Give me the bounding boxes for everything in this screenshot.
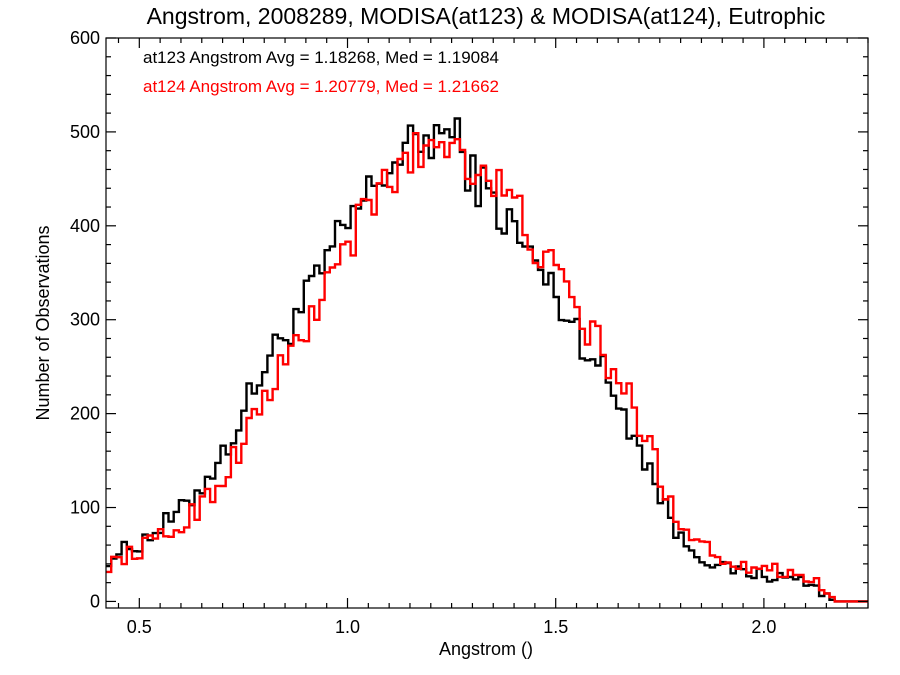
x-tick-label: 1.5 xyxy=(543,617,568,637)
x-tick-label: 2.0 xyxy=(751,617,776,637)
legend: at123 Angstrom Avg = 1.18268, Med = 1.19… xyxy=(143,48,499,96)
x-axis: 0.5 1.0 1.5 2.0 xyxy=(117,38,869,637)
x-tick-label: 1.0 xyxy=(335,617,360,637)
series-at123-histogram xyxy=(106,117,868,603)
y-tick-label: 200 xyxy=(70,404,100,424)
plot-frame xyxy=(105,37,869,609)
y-axis-label: Number of Observations xyxy=(33,225,53,420)
y-tick-label: 500 xyxy=(70,122,100,142)
y-axis: 0 100 200 300 400 500 600 xyxy=(70,28,868,611)
x-tick-label: 0.5 xyxy=(127,617,152,637)
chart-title: Angstrom, 2008289, MODISA(at123) & MODIS… xyxy=(147,3,826,29)
legend-entry-at123: at123 Angstrom Avg = 1.18268, Med = 1.19… xyxy=(143,48,499,67)
y-tick-label: 0 xyxy=(90,591,100,611)
y-tick-label: 100 xyxy=(70,498,100,518)
series-layer xyxy=(106,117,868,603)
legend-entry-at124: at124 Angstrom Avg = 1.20779, Med = 1.21… xyxy=(143,77,499,96)
y-tick-label: 400 xyxy=(70,216,100,236)
x-axis-label: Angstrom () xyxy=(439,639,533,659)
y-tick-label: 600 xyxy=(70,28,100,48)
y-tick-label: 300 xyxy=(70,310,100,330)
series-at124-histogram xyxy=(106,132,868,603)
